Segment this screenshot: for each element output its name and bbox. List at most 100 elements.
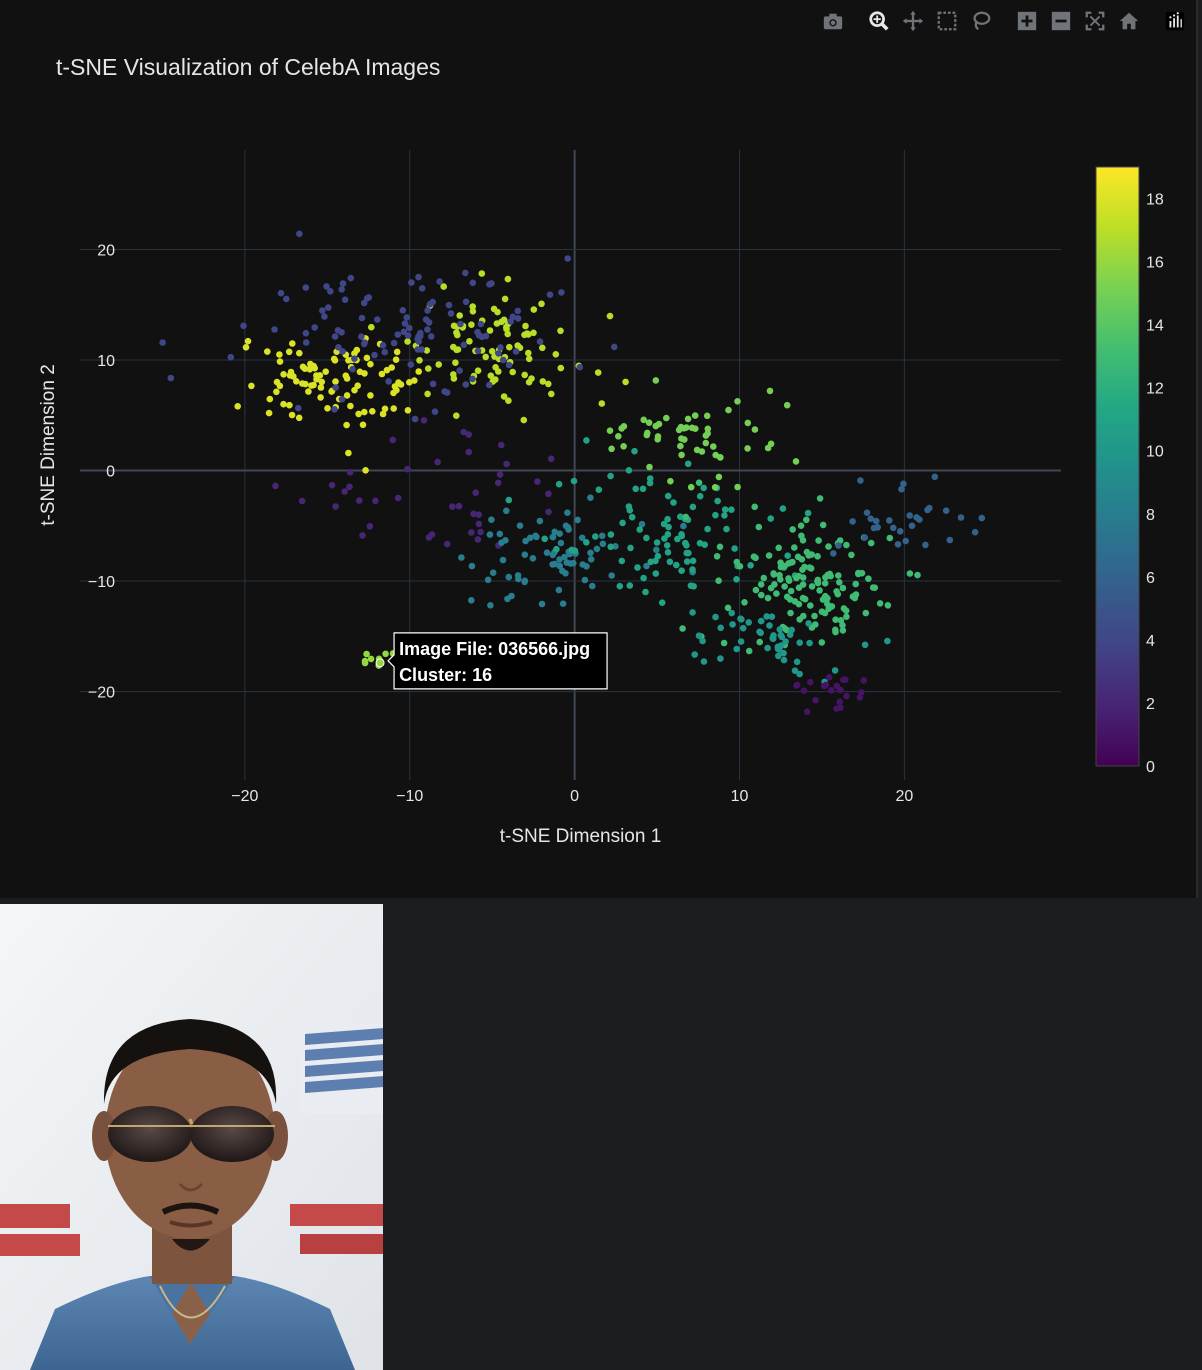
data-point[interactable] [821,580,829,587]
data-point[interactable] [791,544,798,551]
data-point[interactable] [379,342,387,349]
data-point[interactable] [799,574,807,581]
data-point[interactable] [902,537,909,545]
data-point[interactable] [362,467,369,474]
data-point[interactable] [704,525,711,533]
data-point[interactable] [643,534,650,542]
data-point[interactable] [778,633,786,641]
data-point[interactable] [338,395,346,403]
data-point[interactable] [317,384,325,391]
data-point[interactable] [549,533,557,541]
data-point[interactable] [385,378,392,385]
data-point[interactable] [382,650,389,658]
data-point[interactable] [792,458,800,465]
data-point[interactable] [760,574,768,582]
data-point[interactable] [652,557,659,565]
data-point[interactable] [293,378,300,385]
data-point[interactable] [539,378,547,385]
data-point[interactable] [716,543,724,551]
data-point[interactable] [369,408,376,415]
data-point[interactable] [496,530,504,538]
data-point[interactable] [553,545,560,553]
data-point[interactable] [863,509,871,516]
data-point[interactable] [696,492,704,500]
data-point[interactable] [783,593,791,601]
data-point[interactable] [475,332,483,339]
data-point[interactable] [381,348,389,356]
data-point[interactable] [695,632,703,639]
data-point[interactable] [756,638,763,646]
data-point[interactable] [687,483,695,491]
data-point[interactable] [499,556,507,564]
data-point[interactable] [512,348,520,355]
data-point[interactable] [358,314,366,322]
data-point[interactable] [583,437,590,444]
data-point[interactable] [615,433,622,440]
data-point[interactable] [769,635,777,642]
data-point[interactable] [781,583,788,590]
data-point[interactable] [394,331,402,338]
data-point[interactable] [839,584,847,592]
data-point[interactable] [416,357,423,364]
data-point[interactable] [468,321,475,329]
data-point[interactable] [356,497,363,504]
data-point[interactable] [530,329,537,337]
data-point[interactable] [867,515,874,522]
data-point[interactable] [341,488,349,495]
data-point[interactable] [839,621,846,629]
data-point[interactable] [242,344,250,351]
data-point[interactable] [509,368,516,376]
data-point[interactable] [797,522,805,529]
data-point[interactable] [777,563,785,571]
data-point[interactable] [486,531,494,538]
data-point[interactable] [811,612,818,620]
data-point[interactable] [323,283,330,290]
data-point[interactable] [819,521,827,529]
data-point[interactable] [700,484,707,492]
data-point[interactable] [663,542,671,549]
data-point[interactable] [545,490,552,498]
data-point[interactable] [737,615,744,622]
data-point[interactable] [525,355,533,363]
data-point[interactable] [408,279,415,286]
data-point[interactable] [839,627,847,634]
data-point[interactable] [331,406,338,413]
data-point[interactable] [482,353,490,361]
data-point[interactable] [869,584,877,591]
data-point[interactable] [248,382,255,390]
data-point[interactable] [728,506,735,513]
data-point[interactable] [332,378,339,385]
data-point[interactable] [265,409,273,417]
data-point[interactable] [272,482,279,490]
data-point[interactable] [475,520,483,528]
data-point[interactable] [796,639,803,646]
data-point[interactable] [712,451,719,459]
data-point[interactable] [819,596,827,603]
data-point[interactable] [394,494,402,502]
data-point[interactable] [411,415,419,423]
data-point[interactable] [608,445,615,453]
data-point[interactable] [440,283,448,290]
data-point[interactable] [745,619,752,626]
data-point[interactable] [884,602,892,609]
data-point[interactable] [361,339,369,346]
data-point[interactable] [509,313,517,321]
data-point[interactable] [332,503,339,510]
data-point[interactable] [404,465,411,473]
data-point[interactable] [302,329,310,337]
data-point[interactable] [324,405,331,412]
data-point[interactable] [852,580,859,588]
box-select-icon[interactable] [934,8,960,34]
data-point[interactable] [525,378,533,386]
data-point[interactable] [831,667,839,674]
data-point[interactable] [363,354,371,362]
data-point[interactable] [495,350,502,357]
data-point[interactable] [500,316,508,324]
data-point[interactable] [568,546,575,554]
data-point[interactable] [469,303,477,310]
data-point[interactable] [539,344,546,352]
data-point[interactable] [555,480,563,488]
data-point[interactable] [406,324,413,332]
data-point[interactable] [677,513,684,520]
data-point[interactable] [328,481,336,489]
